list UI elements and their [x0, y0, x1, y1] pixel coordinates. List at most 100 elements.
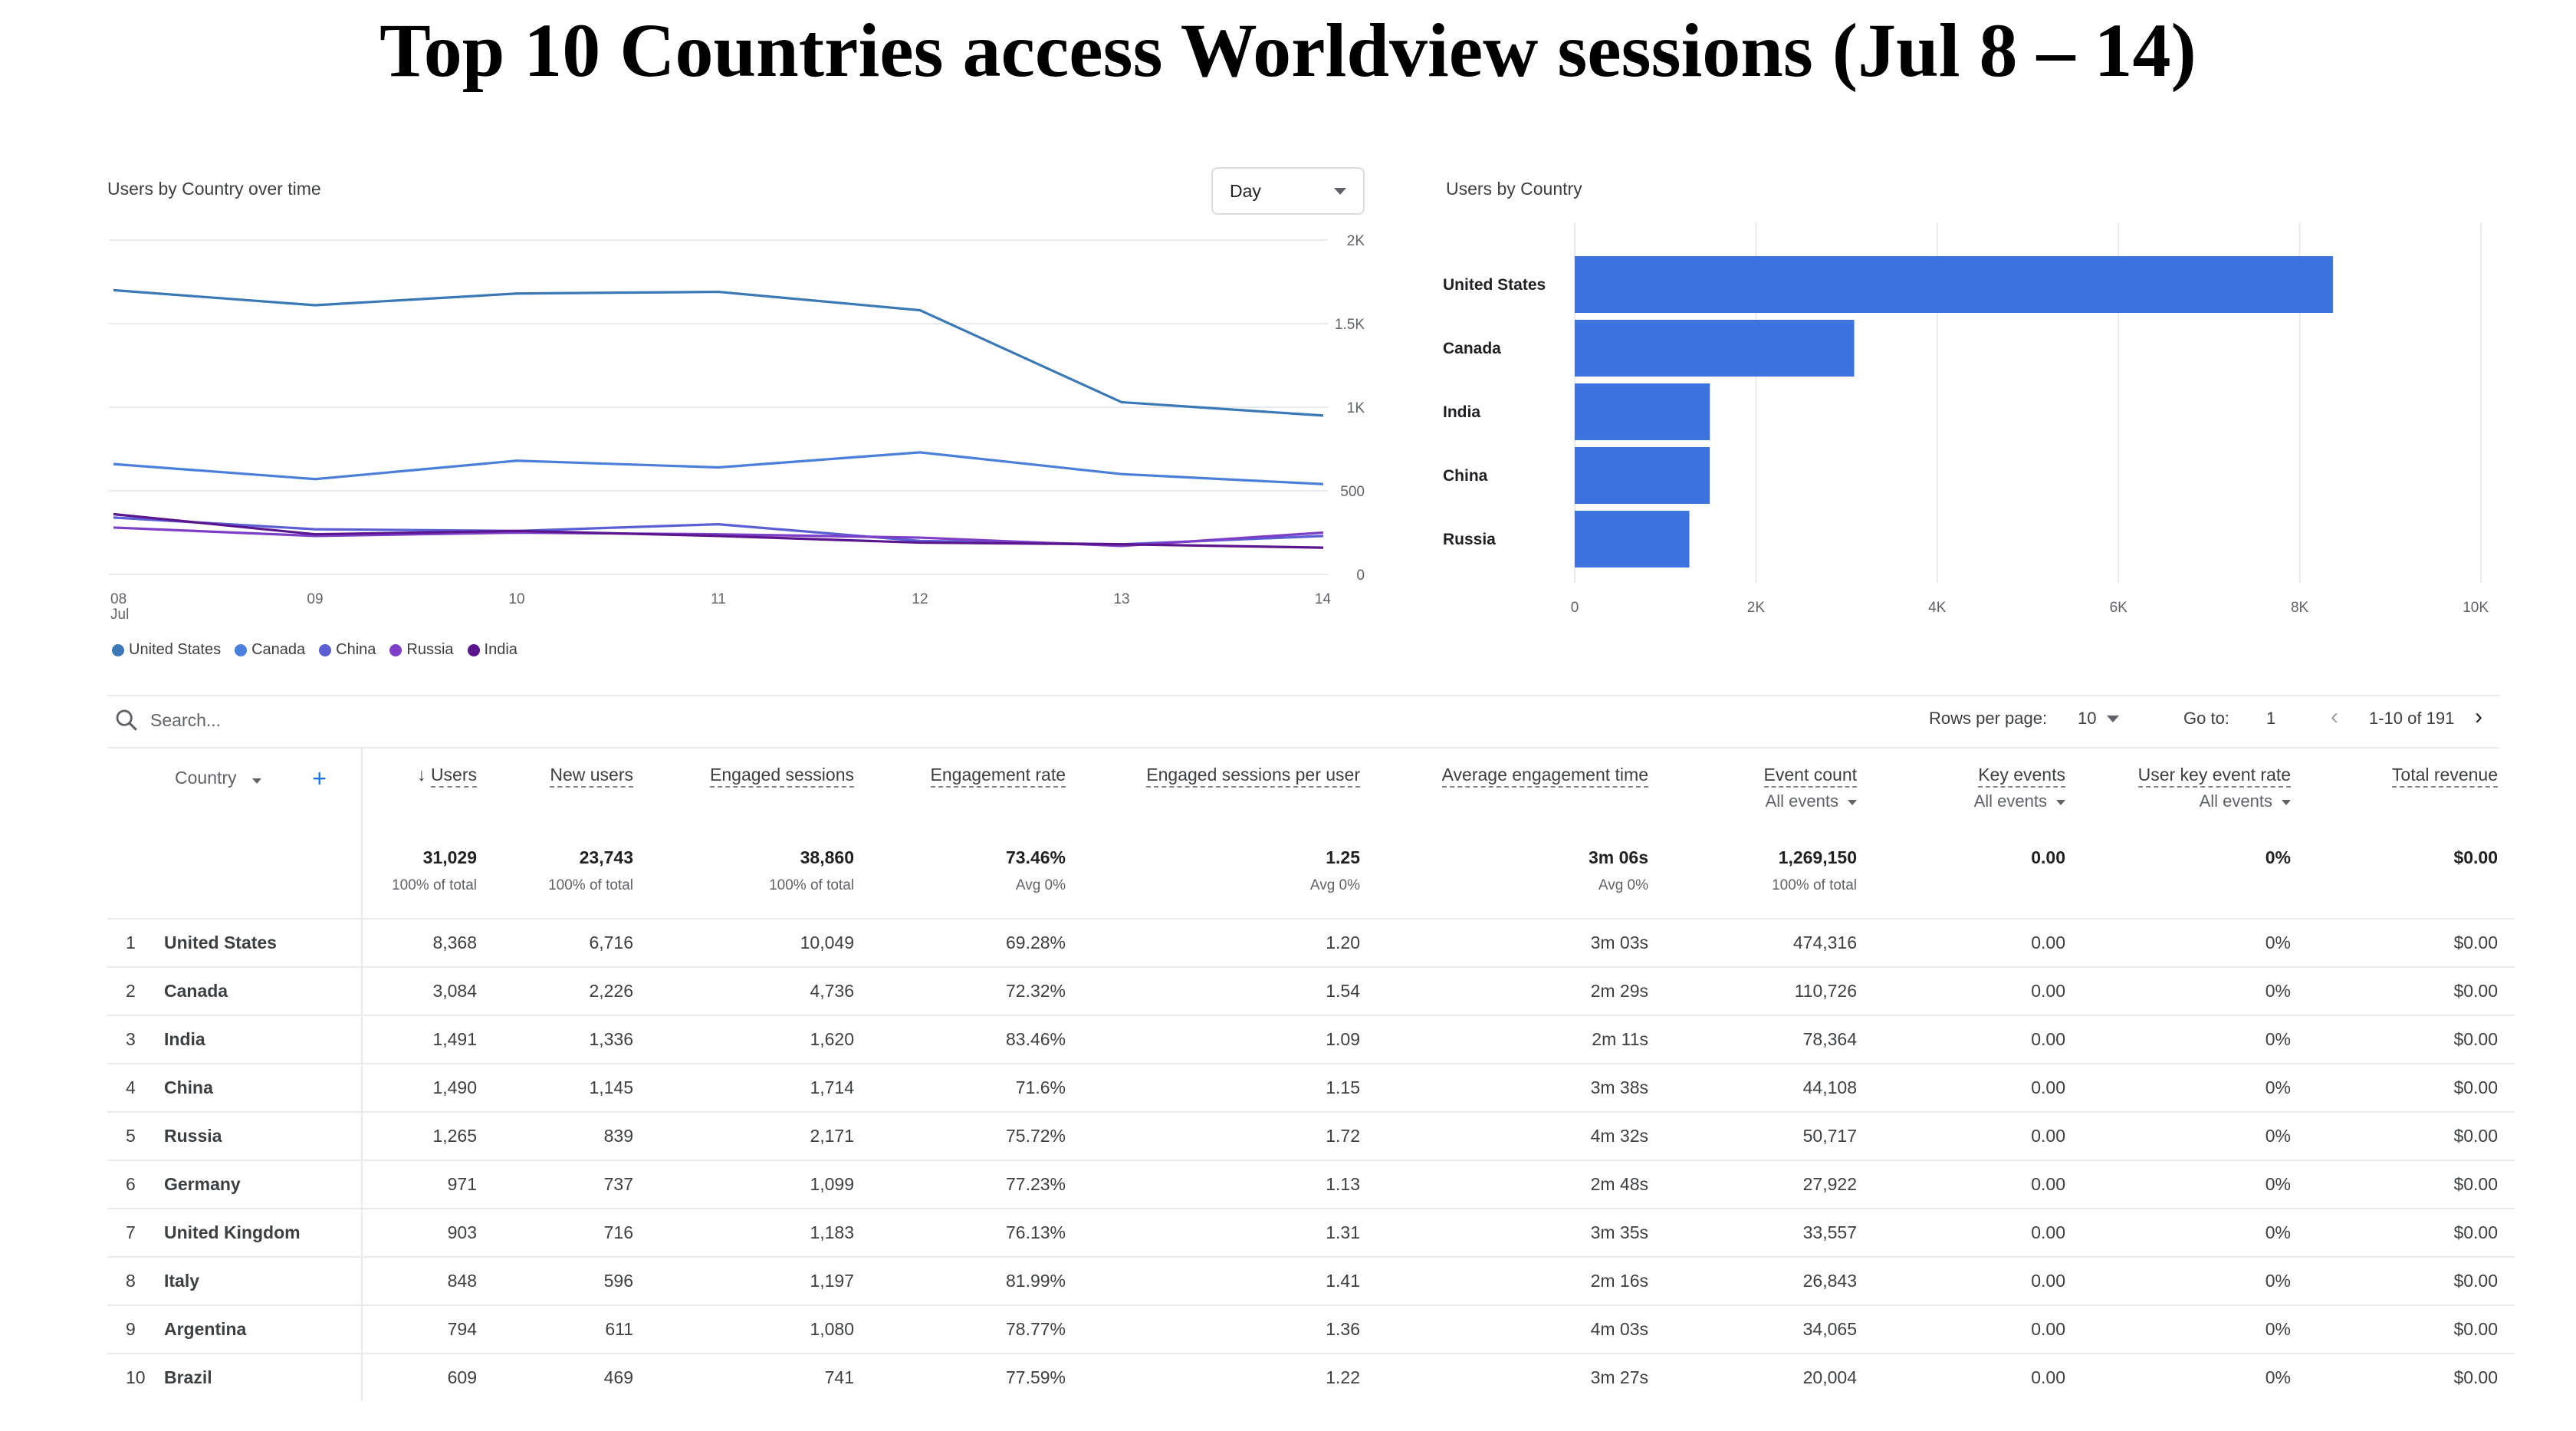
table-row[interactable]: 9 Argentina 794 611 1,080 78.77% 1.36 4m 03s 34,… [107, 1304, 2515, 1354]
legend-swatch [467, 643, 480, 656]
row-index: 5 [107, 1111, 164, 1160]
column-header-event-count[interactable]: Event count All events [1665, 748, 1874, 847]
y-tick-label: 1K [1347, 400, 1365, 416]
x-tick-label: 09 [307, 591, 323, 607]
series-line-russia [113, 526, 1324, 548]
bar-india[interactable] [1575, 383, 1710, 440]
metric-cell: 50,717 [1665, 1111, 1874, 1160]
metric-cell: 0% [2082, 1256, 2308, 1305]
country-cell: Canada [164, 966, 363, 1015]
total-value: 0.00 [2031, 847, 2065, 867]
metric-cell: 1,491 [362, 1015, 494, 1064]
column-filter[interactable]: All events [2082, 791, 2291, 811]
metric-cell: 44,108 [1665, 1063, 1874, 1112]
legend-swatch [389, 643, 402, 656]
column-header-label: Key events [1978, 765, 2065, 788]
table-row[interactable]: 2 Canada 3,084 2,226 4,736 72.32% 1.54 2m 29s 11… [107, 966, 2515, 1015]
column-header-engaged-sessions[interactable]: Engaged sessions [650, 748, 871, 847]
column-header-users[interactable]: ↓ Users [362, 748, 494, 847]
metric-cell: 596 [494, 1256, 650, 1305]
metric-cell: 474,316 [1665, 918, 1874, 967]
metric-cell: 3m 27s [1377, 1353, 1665, 1401]
row-index: 1 [107, 918, 164, 967]
total-share: 100% of total [769, 877, 854, 893]
table-row[interactable]: 7 United Kingdom 903 716 1,183 76.13% 1.31 3m 3… [107, 1208, 2515, 1257]
metric-cell: 1.22 [1083, 1353, 1377, 1401]
column-filter[interactable]: All events [1874, 791, 2065, 811]
x-tick-label: 8K [2291, 600, 2309, 616]
line-chart: 2K 1.5K 1K 500 0 08 09 10 11 12 13 14 Jul [109, 233, 1365, 623]
rows-per-page-select[interactable]: 10 [2078, 709, 2120, 729]
legend-item-india[interactable]: India [467, 641, 518, 659]
granularity-dropdown[interactable]: Day [1211, 167, 1365, 215]
totals-row: 31,029 100% of total 23,743 100% of total 38… [107, 847, 2515, 919]
legend-item-united-states[interactable]: United States [112, 641, 221, 659]
next-page-icon[interactable]: › [2475, 704, 2482, 729]
dimension-header[interactable]: Country + [164, 748, 363, 847]
total-share: 100% of total [548, 877, 633, 893]
column-header-new-users[interactable]: New users [494, 748, 650, 847]
total-cell: $0.00 [2308, 847, 2515, 919]
column-header-label: Users [430, 765, 477, 788]
country-cell: Germany [164, 1160, 363, 1209]
metric-cell: 0.00 [1874, 1160, 2082, 1209]
table-row[interactable]: 4 China 1,490 1,145 1,714 71.6% 1.15 3m 38s 44,1… [107, 1063, 2515, 1112]
total-share: Avg 0% [1309, 877, 1360, 893]
x-tick-label: 2K [1747, 600, 1766, 616]
table-row[interactable]: 5 Russia 1,265 839 2,171 75.72% 1.72 4m 32s 50,7… [107, 1111, 2515, 1160]
row-index: 10 [107, 1353, 164, 1401]
column-header-average-engagement-time[interactable]: Average engagement time [1377, 748, 1665, 847]
add-dimension-icon[interactable]: + [312, 765, 327, 792]
legend-item-canada[interactable]: Canada [235, 641, 305, 659]
metric-cell: 1,197 [650, 1256, 871, 1305]
table-row[interactable]: 10 Brazil 609 469 741 77.59% 1.22 3m 27s 20,004 0… [107, 1353, 2515, 1401]
data-table: Country + ↓ Users New users Engaged sessio… [107, 748, 2515, 1401]
total-value: 1,269,150 [1778, 847, 1857, 867]
bar-chart-title: Users by Country [1446, 179, 1582, 199]
search-input[interactable]: Search... [150, 709, 222, 730]
search-icon [116, 709, 137, 731]
metric-cell: $0.00 [2308, 1353, 2515, 1401]
category-label: Russia [1443, 531, 1496, 548]
bar-china[interactable] [1575, 447, 1710, 504]
x-tick-label: 11 [711, 591, 726, 607]
metric-cell: $0.00 [2308, 966, 2515, 1015]
metric-cell: 848 [362, 1256, 494, 1305]
metric-cell: 3m 03s [1377, 918, 1665, 967]
prev-page-icon[interactable]: ‹ [2331, 704, 2338, 729]
legend-item-russia[interactable]: Russia [389, 641, 454, 659]
legend-item-china[interactable]: China [319, 641, 376, 659]
metric-cell: 469 [494, 1353, 650, 1401]
chevron-down-icon [1334, 187, 1346, 195]
country-cell: Argentina [164, 1304, 363, 1354]
goto-input[interactable]: 1 [2266, 709, 2276, 728]
table-row[interactable]: 8 Italy 848 596 1,197 81.99% 1.41 2m 16s 26,843 0… [107, 1256, 2515, 1305]
metric-cell: 2,226 [494, 966, 650, 1015]
category-label: Canada [1443, 340, 1501, 357]
column-filter[interactable]: All events [1665, 791, 1857, 811]
table-row[interactable]: 3 India 1,491 1,336 1,620 83.46% 1.09 2m 11s 78,… [107, 1015, 2515, 1064]
metric-cell: 741 [650, 1353, 871, 1401]
x-tick-label: 12 [912, 591, 928, 607]
metric-cell: 6,716 [494, 918, 650, 967]
series-line-china [113, 516, 1324, 546]
x-tick-label: 6K [2110, 600, 2128, 616]
line-chart-title: Users by Country over time [107, 179, 321, 199]
column-header-total-revenue[interactable]: Total revenue [2308, 748, 2515, 847]
column-header-user-key-event-rate[interactable]: User key event rate All events [2082, 748, 2308, 847]
metric-cell: 0% [2082, 1015, 2308, 1064]
metric-cell: 69.28% [871, 918, 1083, 967]
metric-cell: $0.00 [2308, 1256, 2515, 1305]
bar-russia[interactable] [1575, 511, 1690, 567]
column-header-key-events[interactable]: Key events All events [1874, 748, 2082, 847]
goto-label: Go to: [2183, 709, 2229, 728]
search-box[interactable]: Search... [113, 707, 221, 733]
bar-united-states[interactable] [1575, 256, 2334, 313]
table-row[interactable]: 6 Germany 971 737 1,099 77.23% 1.13 2m 48s 27,92… [107, 1160, 2515, 1209]
metric-cell: 110,726 [1665, 966, 1874, 1015]
column-header-engagement-rate[interactable]: Engagement rate [871, 748, 1083, 847]
table-row[interactable]: 1 United States 8,368 6,716 10,049 69.28% 1.20… [107, 918, 2515, 967]
column-header-engaged-sessions-per-user[interactable]: Engaged sessions per user [1083, 748, 1377, 847]
bar-canada[interactable] [1575, 320, 1855, 377]
metric-cell: $0.00 [2308, 1015, 2515, 1064]
